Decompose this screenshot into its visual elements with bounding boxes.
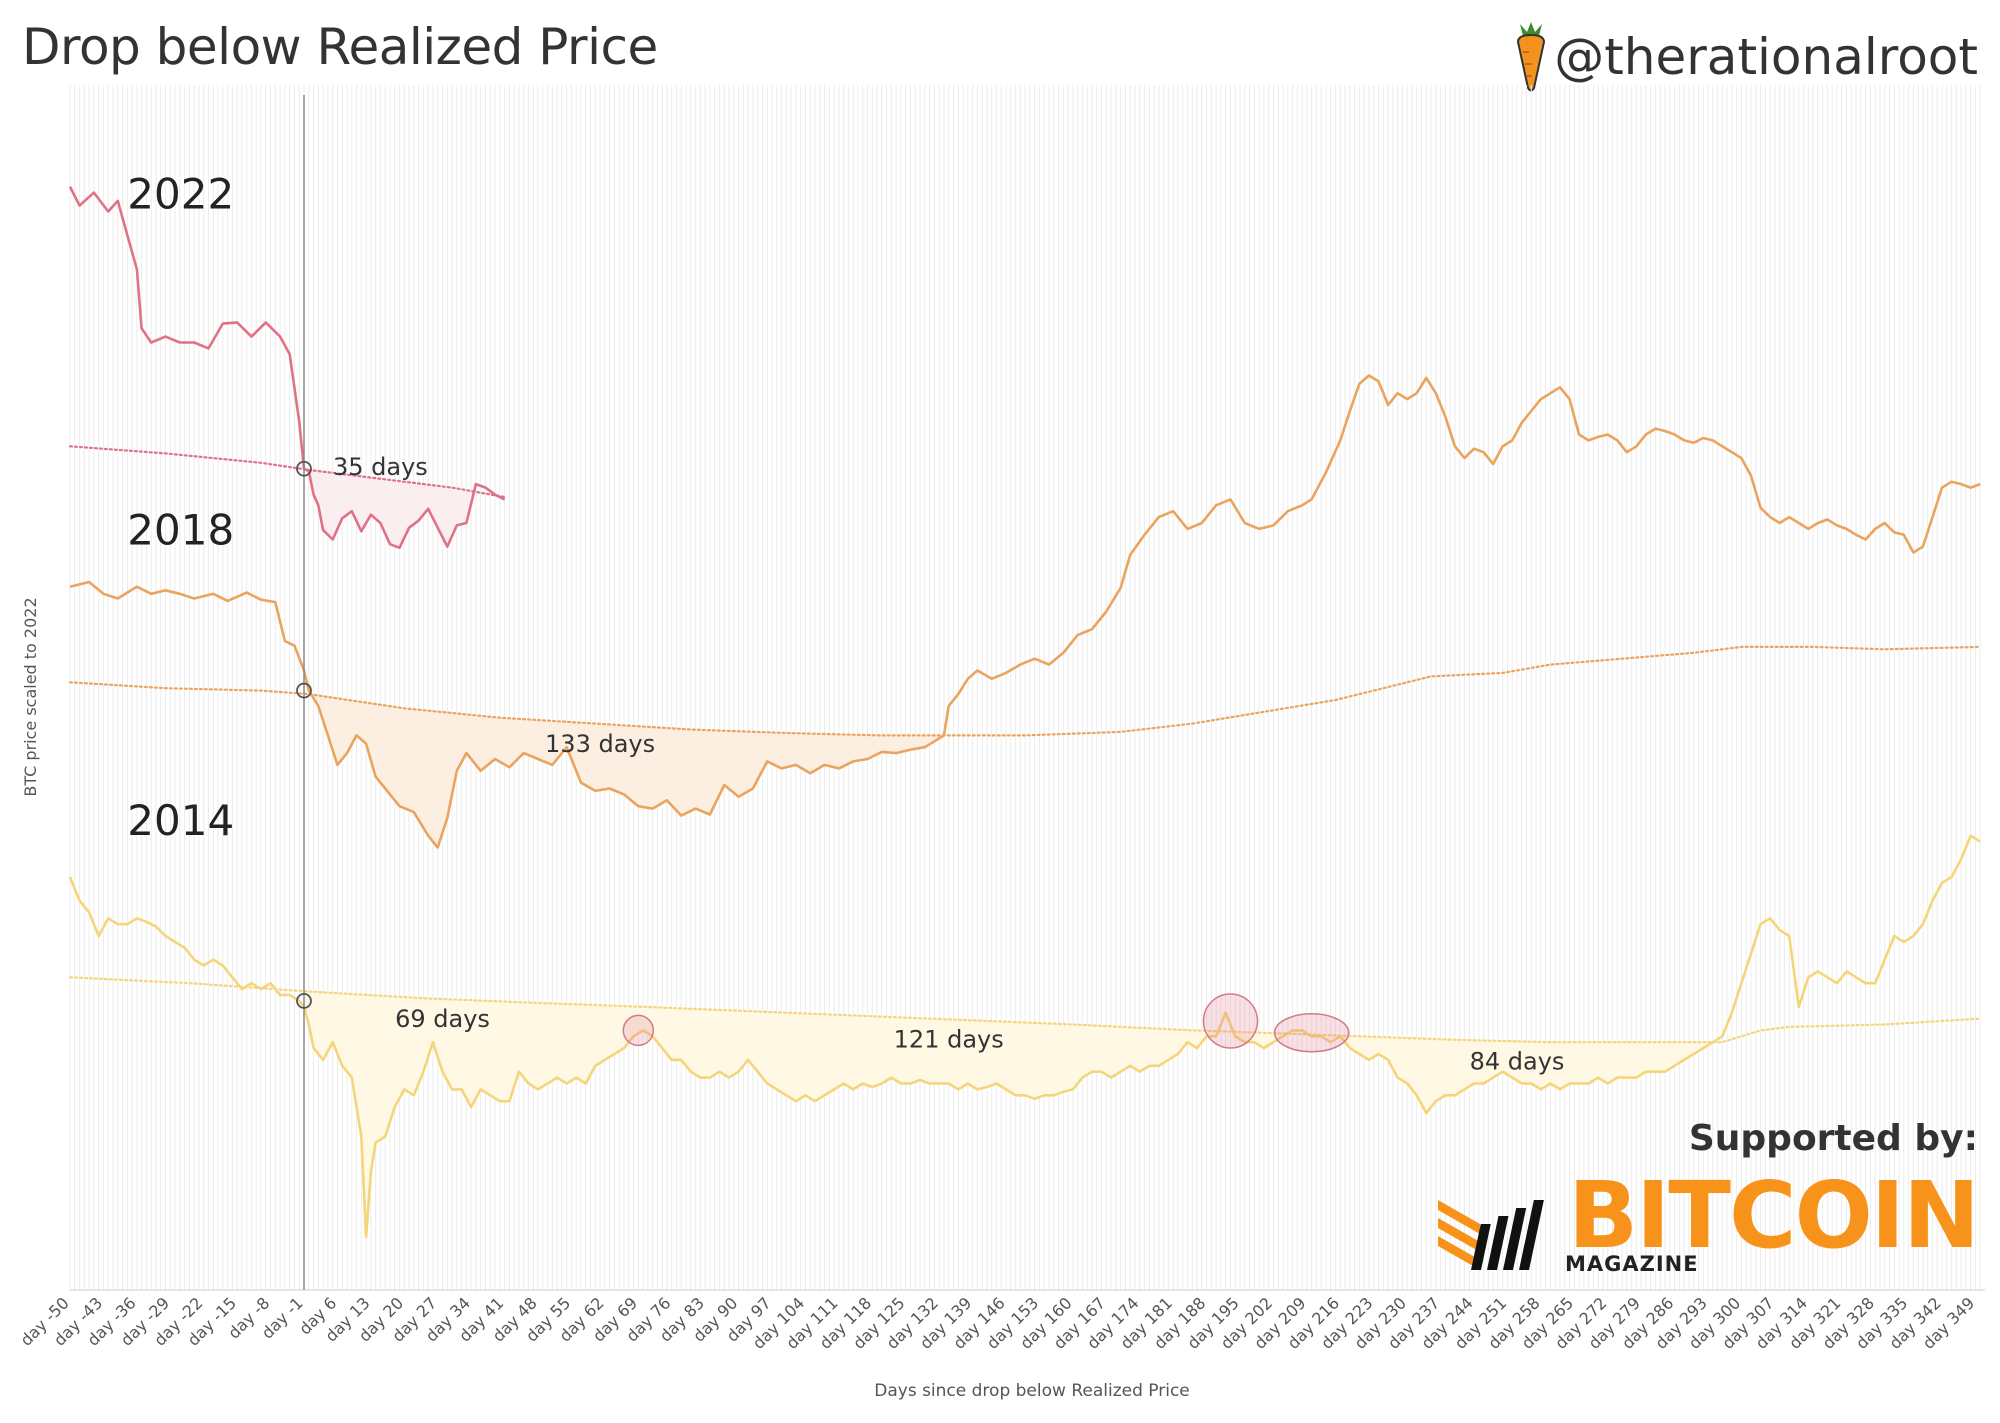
labels: 2022 35 days 2018 133 days 2014 69 days 121 da… <box>127 170 1564 1076</box>
episode-label: 69 days <box>395 1005 490 1033</box>
episode-label: 121 days <box>894 1025 1004 1053</box>
gridlines <box>69 85 1985 1291</box>
underwater-fill-2018 <box>304 646 1981 848</box>
markers <box>296 460 1350 1053</box>
brand-handle: @therationalroot <box>1554 28 1978 86</box>
price-line-2014 <box>68 834 1981 1239</box>
realized-lines <box>68 445 1982 1044</box>
x-axis-label: Days since drop below Realized Price <box>874 1381 1190 1401</box>
bitcoin-magazine-logo-icon <box>1438 1200 1544 1270</box>
highlight-circle <box>1202 993 1259 1049</box>
carrot-icon <box>1517 22 1546 92</box>
sponsor-block: Supported by: BITCOIN MAGAZINE <box>1438 1118 1980 1278</box>
episode-label: 84 days <box>1470 1047 1565 1075</box>
price-line-2018 <box>69 374 1981 849</box>
crossing-marker <box>296 460 312 477</box>
page-title: Drop below Realized Price <box>22 18 658 76</box>
crossing-marker <box>296 682 312 699</box>
year-label-2018: 2018 <box>127 506 234 555</box>
episode-label: 35 days <box>333 453 428 481</box>
episode-label: 133 days <box>545 730 655 758</box>
sponsor-sub: MAGAZINE <box>1565 1252 1699 1276</box>
crossing-marker <box>296 993 312 1009</box>
underwater-fill-2014 <box>304 991 1981 1237</box>
y-axis-label: BTC price scaled to 2022 <box>21 597 40 796</box>
realized-line-2014 <box>68 976 1982 1044</box>
sponsor-name: BITCOIN <box>1567 1162 1980 1269</box>
brand: @therationalroot <box>1514 22 1978 92</box>
year-label-2014: 2014 <box>127 796 234 845</box>
price-lines <box>68 186 1981 1239</box>
realized-line-2018 <box>68 645 1982 737</box>
realized-line-2022 <box>68 445 506 499</box>
price-line-2022 <box>68 186 506 550</box>
sponsor-label: Supported by: <box>1688 1118 1978 1159</box>
year-label-2022: 2022 <box>127 170 234 219</box>
highlight-circle <box>1273 1013 1350 1053</box>
highlight-circle <box>622 1014 655 1047</box>
